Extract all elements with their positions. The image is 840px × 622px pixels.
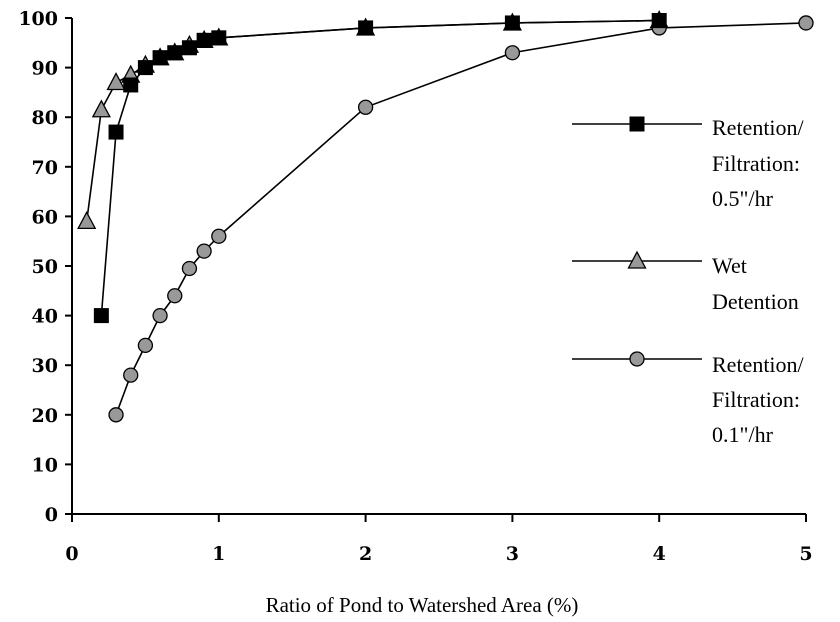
series-circle — [108, 15, 814, 423]
legend-item-triangle: Wet Detention — [572, 250, 799, 314]
data-point-square — [196, 32, 212, 48]
data-point-square — [137, 60, 153, 76]
y-tick-label: 10 — [32, 454, 58, 476]
y-tick-label: 70 — [32, 157, 58, 179]
legend-label: Retention/ — [712, 115, 805, 140]
axes: 0 10 20 30 40 50 60 70 80 90 100 0 1 2 3 4 5 — [18, 8, 812, 565]
series-square — [93, 12, 667, 324]
x-axis-title: Ratio of Pond to Watershed Area (%) — [266, 593, 579, 617]
data-point-square — [211, 30, 227, 46]
x-tick-label: 0 — [65, 543, 78, 565]
legend-label: Retention/ — [712, 352, 805, 377]
y-tick-label: 100 — [18, 8, 58, 30]
y-tick-label: 40 — [32, 306, 58, 328]
data-point-triangle — [77, 210, 97, 230]
data-point-square — [123, 77, 139, 93]
y-tick-label: 50 — [32, 256, 58, 278]
x-tick-label: 5 — [799, 543, 812, 565]
data-point-triangle — [106, 72, 126, 91]
legend-label: 0.5"/hr — [712, 186, 774, 211]
data-point-square — [93, 308, 109, 324]
data-point-circle — [181, 260, 198, 277]
data-point-circle — [108, 407, 124, 423]
y-tick-label: 30 — [32, 355, 58, 377]
y-tick-label: 20 — [32, 405, 58, 427]
x-tick-label: 4 — [653, 543, 666, 565]
y-tick-label: 80 — [32, 107, 58, 129]
legend-label: 0.1"/hr — [712, 422, 774, 447]
data-point-square — [358, 20, 374, 36]
data-point-circle — [798, 15, 814, 31]
legend-label: Filtration: — [712, 387, 800, 412]
legend-label: Detention — [712, 289, 799, 314]
legend-marker-triangle — [627, 250, 647, 269]
data-point-circle — [152, 307, 168, 324]
x-tick-label: 3 — [506, 543, 519, 565]
data-point-circle — [123, 367, 139, 383]
legend-marker-circle — [629, 351, 645, 367]
y-tick-label: 0 — [45, 504, 58, 526]
data-point-square — [651, 12, 667, 28]
series-line — [115, 22, 807, 416]
y-tick-label: 60 — [32, 206, 58, 228]
data-point-circle — [357, 99, 374, 115]
data-point-circle — [504, 45, 521, 61]
legend-label: Filtration: — [712, 151, 800, 176]
legend-label: Wet — [712, 253, 747, 278]
legend-item-square: Retention/Filtration: 0.5"/hr — [572, 115, 805, 211]
data-point-circle — [167, 288, 183, 304]
data-point-square — [167, 45, 183, 61]
data-point-circle — [196, 243, 212, 259]
data-point-square — [152, 50, 168, 66]
series-layer — [77, 10, 814, 423]
y-tick-label: 90 — [32, 58, 58, 80]
legend-marker-square — [629, 116, 645, 132]
legend: Retention/Filtration: 0.5"/hr Wet Detention… — [572, 115, 805, 447]
data-point-square — [108, 124, 124, 140]
data-point-circle — [137, 337, 154, 354]
x-tick-label: 1 — [212, 543, 225, 565]
legend-item-circle: Retention/Filtration: 0.1"/hr — [572, 351, 805, 447]
x-tick-label: 2 — [359, 543, 372, 565]
data-point-square — [504, 15, 520, 31]
data-point-triangle — [91, 99, 111, 118]
data-point-circle — [211, 228, 227, 244]
series-triangle — [77, 10, 669, 230]
data-point-square — [181, 40, 197, 56]
